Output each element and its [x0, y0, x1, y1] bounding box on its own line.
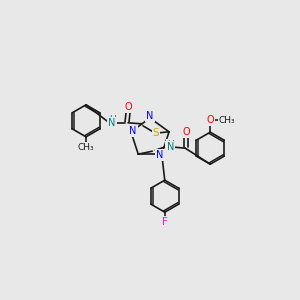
- Text: S: S: [153, 128, 159, 138]
- Text: H: H: [167, 140, 174, 149]
- Text: O: O: [206, 115, 214, 125]
- Text: CH₃: CH₃: [78, 143, 94, 152]
- Text: F: F: [162, 217, 168, 227]
- Text: N: N: [156, 150, 164, 160]
- Text: N: N: [108, 118, 116, 128]
- Text: N: N: [129, 126, 137, 136]
- Text: N: N: [167, 142, 174, 152]
- Text: O: O: [182, 127, 190, 137]
- Text: N: N: [146, 111, 154, 121]
- Text: H: H: [109, 115, 116, 124]
- Text: CH₃: CH₃: [219, 116, 236, 125]
- Text: O: O: [124, 102, 132, 112]
